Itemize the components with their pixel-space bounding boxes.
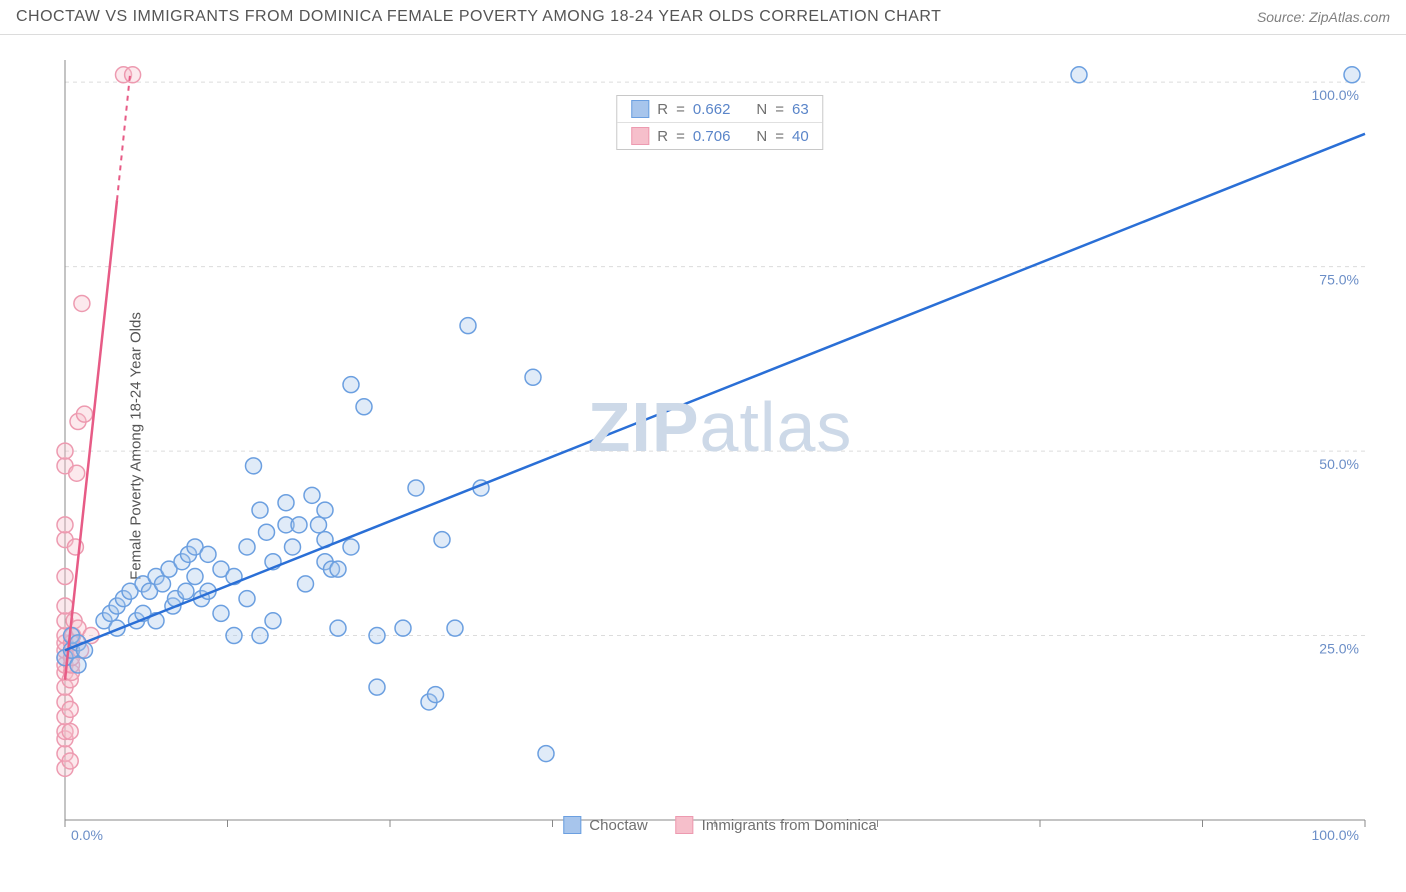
series-legend-item: Choctaw <box>563 816 647 834</box>
chart-source: Source: ZipAtlas.com <box>1257 9 1390 25</box>
legend-swatch-dominica <box>676 816 694 834</box>
correlation-legend-row: R = 0.706 N = 40 <box>617 122 822 149</box>
svg-text:50.0%: 50.0% <box>1319 456 1359 472</box>
scatter-plot-svg: 25.0% 50.0% 75.0% 100.0% 0.0% 100.0% <box>55 45 1385 840</box>
series-legend: Choctaw Immigrants from Dominica <box>563 816 876 834</box>
correlation-legend-row: R = 0.662 N = 63 <box>617 96 822 122</box>
svg-text:25.0%: 25.0% <box>1319 641 1359 657</box>
svg-text:100.0%: 100.0% <box>1312 827 1359 840</box>
legend-swatch-choctaw <box>563 816 581 834</box>
plot-area: 25.0%50.0%75.0%100.0%0.0%100.0% ZIPatlas… <box>55 45 1385 840</box>
series-legend-item: Immigrants from Dominica <box>676 816 877 834</box>
chart-title: CHOCTAW VS IMMIGRANTS FROM DOMINICA FEMA… <box>16 8 941 26</box>
correlation-legend: R = 0.662 N = 63 R = 0.706 N = 40 <box>616 95 823 150</box>
svg-text:100.0%: 100.0% <box>1312 87 1359 103</box>
svg-text:0.0%: 0.0% <box>71 827 103 840</box>
svg-text:75.0%: 75.0% <box>1319 272 1359 288</box>
legend-swatch-dominica <box>631 127 649 145</box>
legend-swatch-choctaw <box>631 100 649 118</box>
chart-header: CHOCTAW VS IMMIGRANTS FROM DOMINICA FEMA… <box>0 0 1406 35</box>
